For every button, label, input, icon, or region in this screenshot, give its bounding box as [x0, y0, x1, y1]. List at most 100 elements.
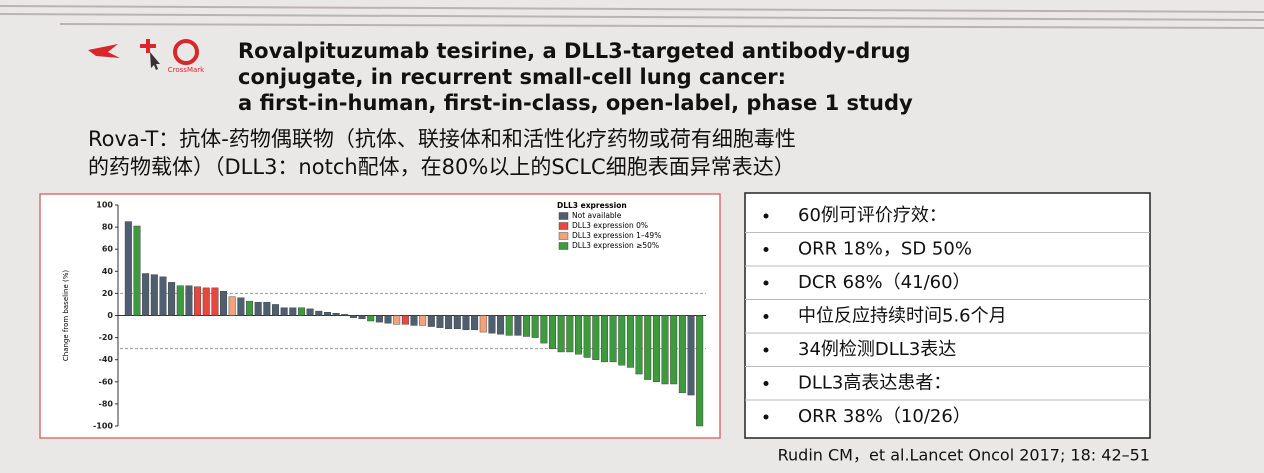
- bar: [514, 315, 522, 336]
- legend-swatch: [558, 242, 569, 250]
- bar: [436, 315, 444, 328]
- bullet-text: DCR 68%（41/60）: [798, 272, 971, 293]
- bar: [453, 315, 461, 329]
- logos: CrossMark: [88, 39, 205, 74]
- bullet-dot: [763, 314, 769, 319]
- bar: [297, 307, 305, 316]
- bullet-text: DLL3高表达患者：: [798, 373, 951, 394]
- legend-label: DLL3 expression ≥50%: [572, 241, 659, 250]
- bar: [549, 315, 556, 349]
- title-line: a first-in-human, first-in-class, open-l…: [238, 91, 913, 115]
- bullet-list: 60例可评价疗效： ORR 18%，SD 50% DCR 68%（41/60） 中位反…: [745, 205, 1150, 427]
- bar: [479, 315, 487, 333]
- legend-label: Not available: [572, 211, 622, 220]
- bar: [583, 315, 591, 358]
- bar: [323, 311, 331, 316]
- bar: [332, 313, 340, 316]
- bar: [367, 315, 375, 322]
- bullet-box: [744, 192, 1151, 439]
- bar: [609, 315, 617, 363]
- y-tick-label: -60: [99, 377, 114, 386]
- citation: Rudin CM，et al.Lancet Oncol 2017; 18: 42…: [778, 446, 1150, 465]
- bar: [228, 296, 236, 316]
- bullet-dot: [763, 347, 769, 353]
- title: Rovalpituzumab tesirine, a DLL3-targeted…: [238, 39, 913, 115]
- bar: [133, 225, 141, 316]
- bar: [306, 308, 314, 316]
- y-tick-label: -20: [99, 333, 114, 342]
- bar: [696, 315, 704, 427]
- bullet-dot: [763, 280, 769, 286]
- bar: [393, 315, 401, 325]
- bar: [566, 315, 574, 353]
- bullet-text: 中位反应持续时间5.6个月: [798, 306, 1007, 327]
- bar: [246, 300, 254, 316]
- subtitle-line: 的药物载体）（DLL3：notch配体，在80%以上的SCLC细胞表面异常表达）: [88, 155, 795, 179]
- subtitle: Rova-T：抗体-药物偶联物（抗体、联接体和和活性化疗药物或荷有细胞毒性 的药…: [88, 127, 796, 179]
- y-tick-label: -40: [99, 355, 114, 364]
- bar: [557, 315, 565, 353]
- bar: [523, 315, 531, 337]
- y-tick-label: 60: [102, 245, 114, 254]
- bar: [263, 302, 271, 316]
- bar: [315, 310, 323, 316]
- bar: [341, 314, 349, 316]
- legend-label: DLL3 expression 0%: [572, 221, 648, 230]
- crossmark: CrossMark: [168, 66, 205, 74]
- bar: [237, 297, 245, 316]
- bar: [618, 315, 626, 366]
- bar: [661, 315, 669, 385]
- chart: -100 -80 -60 -40 -20 0 20 40 60 80 100 Change from …: [62, 201, 706, 431]
- bar: [194, 286, 202, 316]
- bar: [678, 315, 686, 394]
- bar: [401, 315, 409, 325]
- bar: [384, 315, 392, 324]
- bar: [462, 315, 470, 331]
- bar: [280, 307, 288, 316]
- bar: [124, 221, 132, 316]
- bullet-text: 34例检测DLL3表达: [798, 339, 956, 360]
- y-tick-label: 40: [102, 267, 114, 276]
- bar: [626, 315, 634, 368]
- legend-swatch: [558, 232, 569, 240]
- y-tick-label: -100: [93, 422, 113, 431]
- bar: [505, 315, 513, 336]
- top-stripes: [0, 5, 1264, 29]
- bullet-dot: [763, 213, 769, 219]
- bar: [497, 315, 505, 335]
- bar: [531, 315, 539, 338]
- bar: [687, 315, 695, 396]
- bar: [670, 315, 678, 385]
- bar: [445, 315, 453, 329]
- y-tick-label: -80: [99, 399, 114, 408]
- bar: [592, 315, 600, 360]
- bullet-dot: [763, 414, 769, 420]
- bar: [410, 315, 418, 326]
- subtitle-line: Rova-T：抗体-药物偶联物（抗体、联接体和和活性化疗药物或荷有细胞毒性: [88, 127, 796, 151]
- bar: [272, 304, 279, 316]
- bar: [159, 276, 167, 316]
- legend-swatch: [558, 212, 569, 220]
- bar: [600, 315, 608, 363]
- bar: [254, 302, 262, 316]
- bar: [635, 315, 643, 375]
- title-line: conjugate, in recurrent small-cell lung …: [238, 65, 786, 89]
- legend-title: DLL3 expression: [557, 201, 627, 210]
- bullet-dot: [763, 247, 769, 252]
- bar: [211, 287, 219, 316]
- bar: [185, 285, 193, 316]
- y-tick-label: 100: [96, 201, 113, 210]
- bar: [220, 290, 228, 316]
- bar: [289, 307, 297, 316]
- bullet-text: ORR 38%（10/26）: [798, 406, 971, 427]
- bar: [168, 282, 176, 316]
- y-tick-label: 0: [107, 311, 113, 320]
- bullet-dot: [763, 381, 769, 386]
- legend-swatch: [558, 222, 569, 230]
- bar: [375, 315, 383, 323]
- bar: [471, 315, 479, 331]
- legend-label: DLL3 expression 1–49%: [572, 231, 661, 240]
- bar: [644, 315, 652, 380]
- bar: [427, 315, 435, 327]
